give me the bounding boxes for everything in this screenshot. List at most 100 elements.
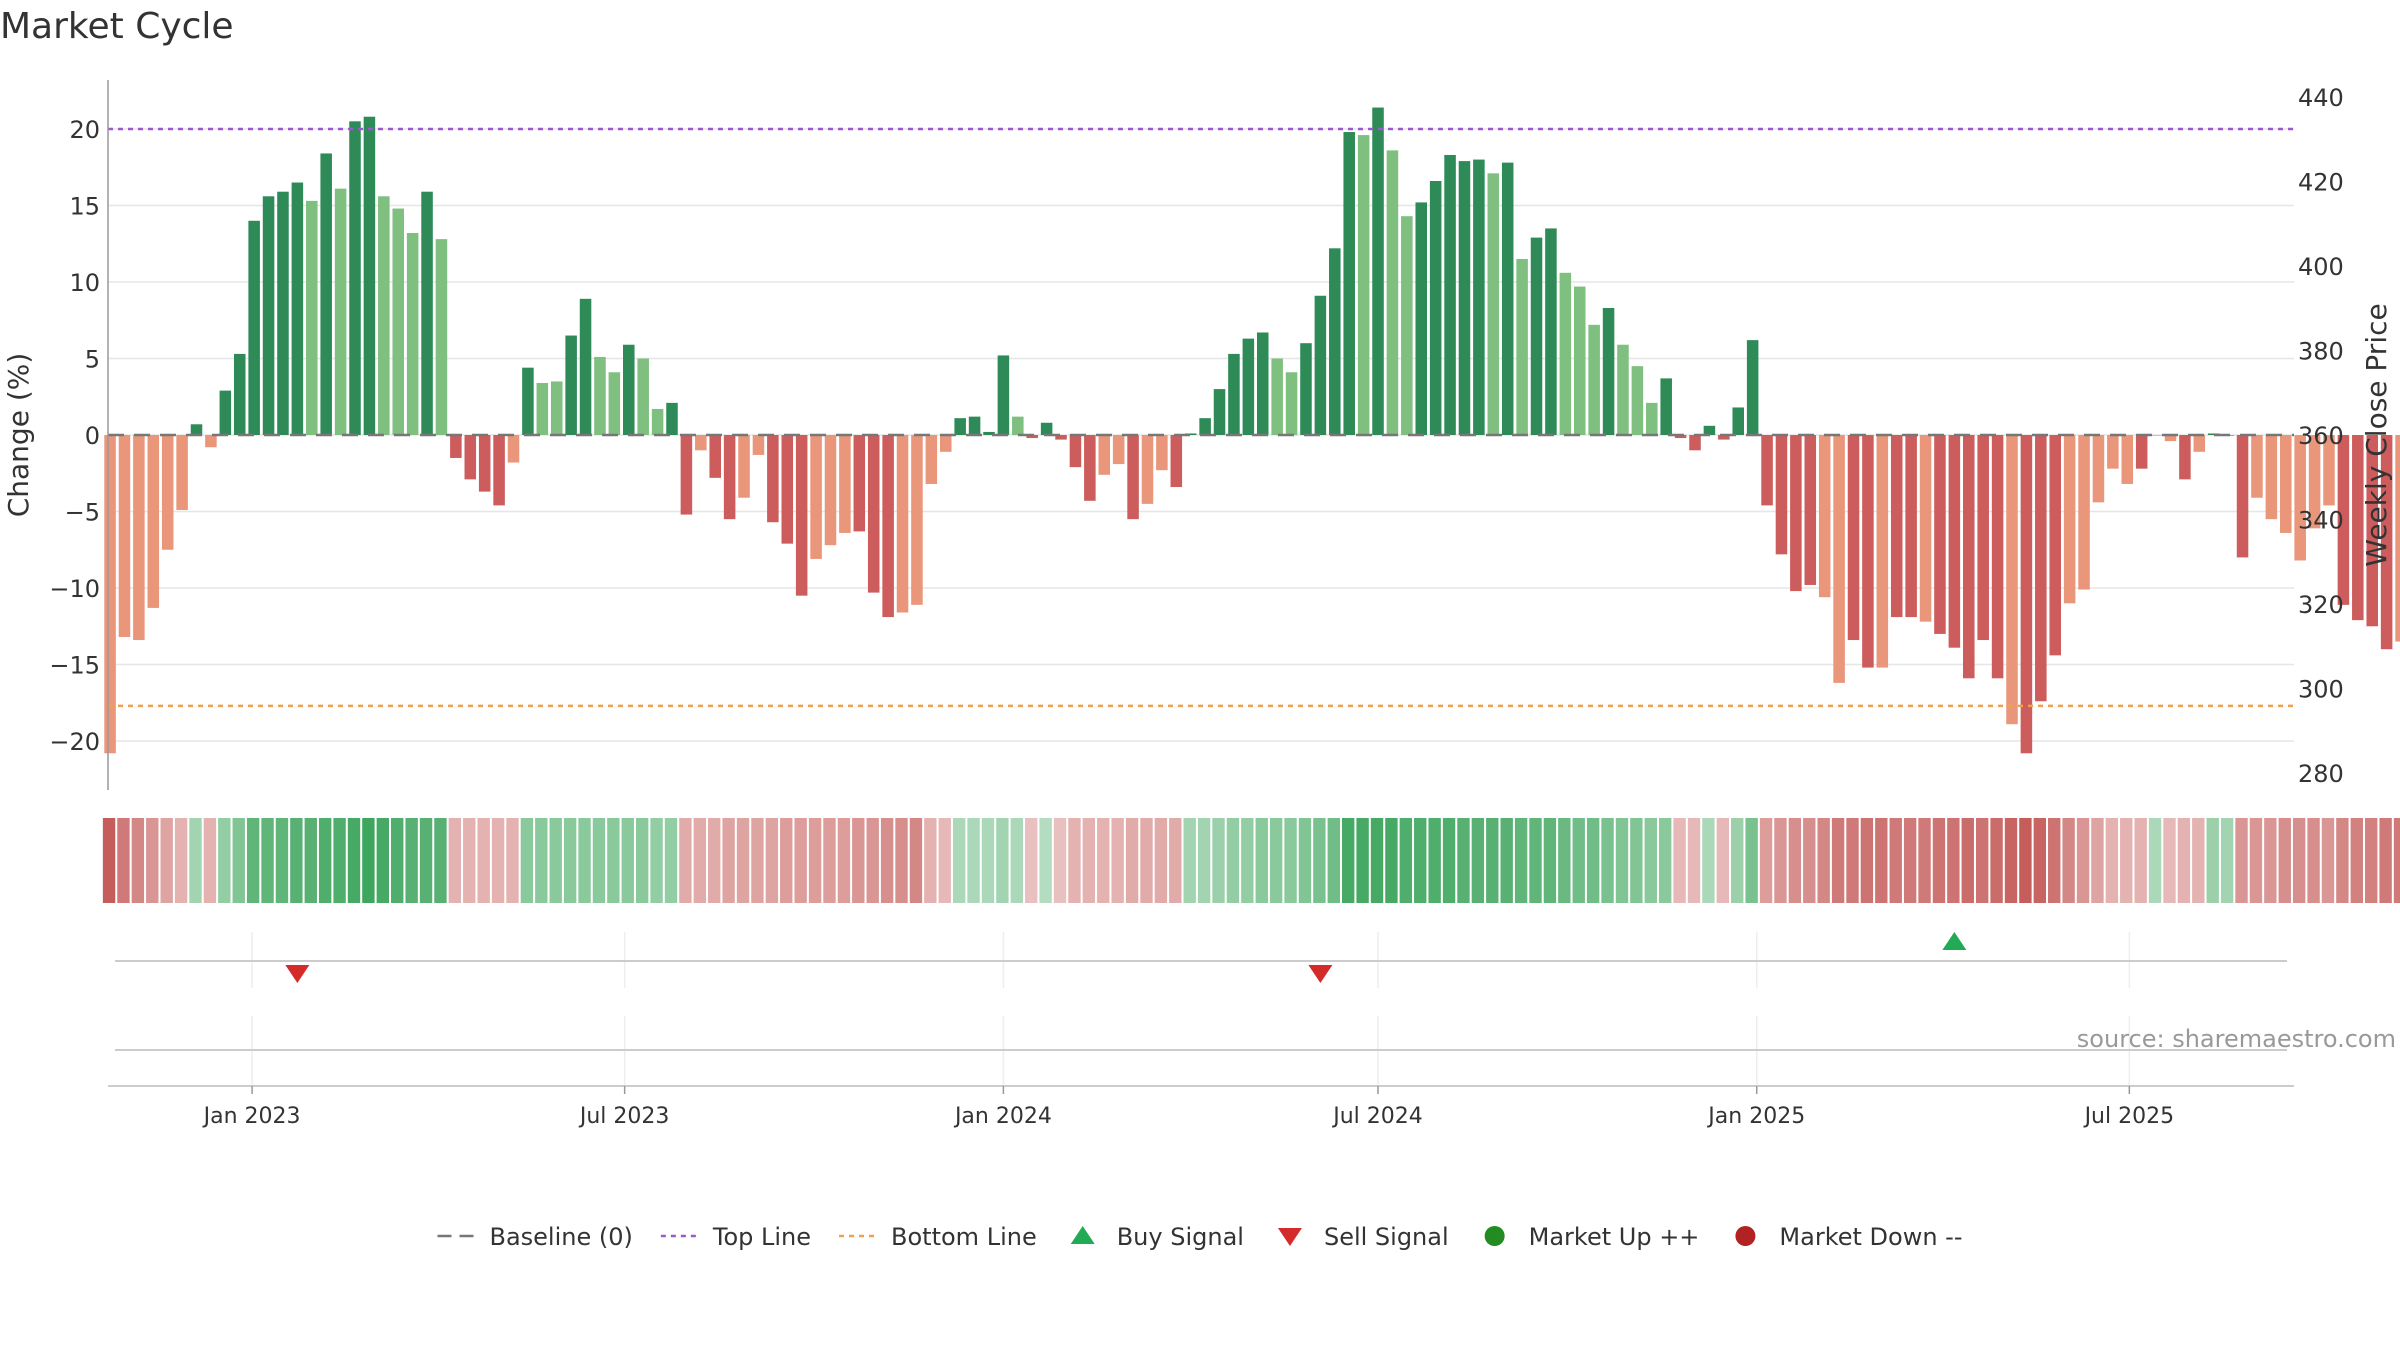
change-bar — [1689, 435, 1701, 451]
heat-cell — [592, 818, 606, 903]
heat-cell — [1860, 818, 1874, 903]
heat-cell — [765, 818, 779, 903]
change-bar — [2236, 435, 2249, 558]
change-bar — [1934, 435, 1946, 634]
legend-key-buy-icon — [1070, 1226, 1095, 1244]
change-bar — [1156, 435, 1168, 471]
change-bar — [2265, 435, 2278, 520]
change-bar — [1271, 358, 1283, 435]
change-bar — [1256, 332, 1269, 435]
y2-axis-label: Weekly Close Price — [2360, 303, 2393, 566]
legend-label: Buy Signal — [1117, 1223, 1244, 1251]
change-bar — [176, 435, 188, 510]
change-bar — [752, 435, 765, 455]
y2-tick-label: 340 — [2298, 507, 2344, 535]
change-bar — [1458, 161, 1471, 436]
change-bar — [133, 435, 145, 641]
heat-cell — [880, 818, 894, 903]
heat-cell — [1399, 818, 1413, 903]
heat-cell — [1428, 818, 1441, 903]
change-bar — [1069, 435, 1082, 468]
heat-cell — [2004, 818, 2018, 903]
heat-cell — [1875, 818, 1888, 903]
heat-cell — [996, 818, 1009, 903]
y2-tick-label: 380 — [2298, 337, 2344, 365]
change-bar — [1127, 435, 1139, 520]
heat-cell — [1831, 818, 1845, 903]
change-bar — [1415, 202, 1428, 435]
heat-cell — [1327, 818, 1340, 903]
change-bar — [2121, 435, 2134, 484]
change-bar — [2337, 435, 2350, 605]
y-tick-label: −15 — [49, 652, 100, 680]
chart-title: Market Cycle — [0, 6, 234, 47]
change-bar — [1040, 422, 1053, 435]
y2-tick-label: 360 — [2298, 422, 2344, 450]
change-bar — [2179, 435, 2191, 480]
change-bar — [1012, 416, 1024, 435]
heat-cell — [333, 818, 346, 903]
heat-cell — [1903, 818, 1917, 903]
heat-cell — [2220, 818, 2234, 903]
heat-cell — [1442, 818, 1456, 903]
status-panel — [115, 1016, 2287, 1086]
heat-cell — [2177, 818, 2191, 903]
heat-cell — [2206, 818, 2219, 903]
x-tick-label: Jan 2025 — [1706, 1104, 1805, 1129]
change-bar — [1847, 435, 1860, 641]
heat-cell — [520, 818, 534, 903]
change-bar — [2078, 435, 2090, 590]
heat-cell — [1241, 818, 1254, 903]
legend-key-sell-icon — [1277, 1228, 1302, 1246]
heat-cell — [2336, 818, 2349, 903]
change-bar — [2107, 435, 2119, 469]
heat-cell — [1298, 818, 1312, 903]
change-bar — [1055, 435, 1067, 440]
change-bar — [651, 408, 664, 435]
change-bar — [421, 191, 433, 435]
heat-cell — [1947, 818, 1960, 903]
change-bar — [939, 435, 952, 452]
change-bar — [435, 239, 448, 435]
heat-cell — [2192, 818, 2205, 903]
change-bar — [1184, 433, 1197, 435]
change-bar — [1343, 132, 1355, 435]
change-bar — [594, 356, 606, 435]
heat-cell — [2307, 818, 2320, 903]
change-bar — [2063, 435, 2076, 604]
change-bar — [291, 182, 304, 435]
change-bar — [954, 418, 966, 435]
change-bar — [248, 220, 260, 435]
x-tick-label: Jul 2024 — [1331, 1104, 1423, 1129]
change-bar — [1516, 259, 1528, 435]
heat-cell — [1457, 818, 1470, 903]
heat-cell — [434, 818, 447, 903]
x-axis: Jan 2023 Jul 2023 Jan 2024 Jul 2024 Jan 2025… — [108, 1085, 2294, 1129]
heat-cell — [1068, 818, 1081, 903]
heat-cell — [189, 818, 202, 903]
change-bar — [795, 435, 808, 596]
change-bar — [579, 298, 592, 435]
change-bar — [2352, 435, 2364, 621]
heat-cell — [1370, 818, 1384, 903]
heat-cell — [2321, 818, 2335, 903]
heat-cell — [1514, 818, 1528, 903]
change-bar — [1905, 435, 1917, 618]
change-bar — [839, 435, 851, 533]
change-bar — [161, 435, 174, 550]
change-bar — [1444, 154, 1456, 435]
change-bar — [1790, 435, 1802, 592]
change-bar — [1617, 344, 1629, 435]
heat-cell — [2163, 818, 2176, 903]
y2-tick-label: 320 — [2298, 591, 2344, 619]
sell-signal-marker — [1308, 965, 1333, 983]
heat-cell — [1010, 818, 1023, 903]
change-bar — [219, 390, 232, 435]
change-bar — [1573, 286, 1586, 435]
heat-cell — [967, 818, 980, 903]
legend-label: Sell Signal — [1324, 1223, 1449, 1251]
heat-cell — [2393, 818, 2400, 903]
change-bar — [2308, 435, 2321, 529]
heat-cell — [2148, 818, 2162, 903]
